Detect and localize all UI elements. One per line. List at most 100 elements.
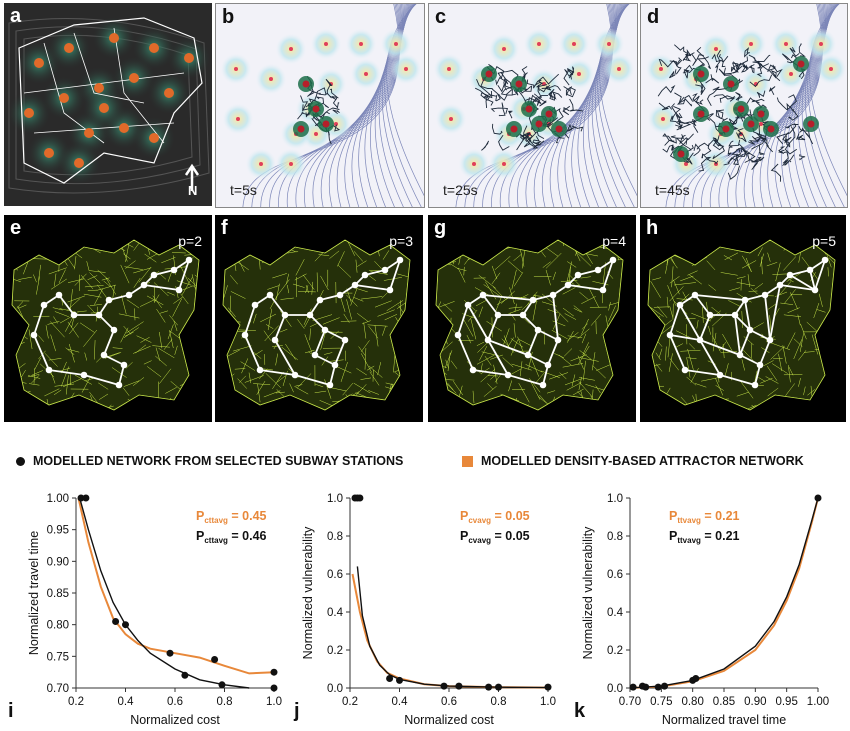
- network-node: [736, 351, 744, 359]
- network-node: [386, 286, 394, 294]
- station-dot: [99, 103, 109, 113]
- attractor-dot: [537, 42, 541, 46]
- network-node: [256, 366, 264, 374]
- network-node: [609, 256, 617, 264]
- y-tick-label: 0.2: [607, 645, 623, 657]
- panel-label-c: c: [435, 6, 447, 28]
- attractor-dot: [289, 162, 293, 166]
- network-node: [331, 361, 339, 369]
- attractor-dot: [714, 47, 718, 51]
- network-node: [251, 301, 259, 309]
- chart-label-k: k: [574, 700, 586, 722]
- data-point: [270, 668, 278, 676]
- network-node: [351, 281, 359, 289]
- network-node: [70, 311, 78, 319]
- data-point: [218, 681, 226, 689]
- x-tick-label: 0.75: [650, 696, 672, 708]
- station-dot: [64, 43, 74, 53]
- annotation-orange: Pttvavg = 0.21: [669, 509, 740, 525]
- x-tick-label: 0.80: [681, 696, 703, 708]
- network-node: [241, 331, 249, 339]
- time-caption-d: t=45s: [655, 182, 690, 198]
- panel-label-d: d: [647, 6, 660, 28]
- attractor-dot: [359, 42, 363, 46]
- y-tick-label: 0.75: [47, 651, 69, 663]
- network-node: [786, 271, 794, 279]
- y-tick-label: 0.2: [327, 645, 343, 657]
- network-node: [574, 271, 582, 279]
- x-tick-label: 0.6: [441, 696, 457, 708]
- data-point: [166, 649, 174, 657]
- station-dot: [84, 128, 94, 138]
- y-axis-label: Normalized vulnerability: [581, 526, 595, 659]
- network-node: [806, 266, 814, 274]
- data-point: [642, 683, 650, 691]
- crowd-node: [797, 60, 805, 68]
- network-node: [170, 266, 178, 274]
- network-node: [316, 296, 324, 304]
- attractor-dot: [472, 162, 476, 166]
- crowd-node: [727, 80, 735, 88]
- y-tick-label: 0.95: [47, 525, 69, 537]
- y-tick-label: 1.0: [607, 493, 623, 505]
- attractor-dot: [789, 72, 793, 76]
- data-point: [661, 682, 668, 690]
- north-label: N: [188, 183, 197, 198]
- annotation-black: Pttvavg = 0.21: [669, 529, 740, 545]
- attractor-dot: [784, 42, 788, 46]
- chart-i: 0.70 0.75 0.80 0.85 0.90 0.95 1.00 0.2 0.4 0.6 0.8…: [27, 493, 282, 727]
- station-dot: [94, 83, 104, 93]
- legend-dot-icon: [16, 456, 25, 466]
- station-dot: [149, 133, 159, 143]
- x-tick-label: 0.8: [217, 696, 233, 708]
- network-node: [306, 311, 314, 319]
- network-node: [549, 291, 557, 299]
- network-node: [140, 281, 148, 289]
- x-axis-label: Normalized cost: [130, 713, 220, 727]
- data-point: [485, 683, 493, 691]
- crowd-node: [747, 120, 755, 128]
- network-node: [95, 311, 103, 319]
- x-tick-label: 0.90: [744, 696, 766, 708]
- attractor-dot: [404, 67, 408, 71]
- network-node: [666, 331, 674, 339]
- network-node: [706, 311, 714, 319]
- attractor-dot: [236, 117, 240, 121]
- crowd-node: [767, 125, 775, 133]
- data-point: [629, 683, 637, 691]
- network-node: [55, 291, 63, 299]
- network-node: [599, 286, 607, 294]
- panel-f: f p=3: [215, 215, 423, 422]
- network-node: [45, 366, 53, 374]
- crowd-node: [757, 110, 765, 118]
- y-tick-label: 0.6: [607, 569, 623, 581]
- network-node: [519, 311, 527, 319]
- y-tick-label: 0.0: [607, 683, 623, 695]
- chart-k: 0.0 0.2 0.4 0.6 0.8 1.0 0.70 0.75 0.80 0.85 0.90 0.…: [581, 493, 829, 727]
- network-node: [110, 326, 118, 334]
- crowd-node: [297, 125, 305, 133]
- crowd-node: [722, 125, 730, 133]
- network-node: [291, 371, 299, 379]
- network-node: [396, 256, 404, 264]
- data-point: [495, 683, 502, 691]
- network-node: [746, 326, 754, 334]
- annotation-black: Pcvavg = 0.05: [460, 529, 530, 545]
- attractor-dot: [829, 67, 833, 71]
- contour-map-b: [220, 4, 424, 207]
- network-node: [361, 271, 369, 279]
- station-dot: [149, 43, 159, 53]
- network-node: [454, 331, 462, 339]
- network-node: [539, 381, 547, 389]
- time-caption-b: t=5s: [230, 182, 257, 198]
- contour-map-d: [645, 4, 847, 207]
- station-dot: [164, 88, 174, 98]
- panel-label-e: e: [10, 217, 22, 239]
- attractor-dot: [577, 72, 581, 76]
- station-dot: [129, 73, 139, 83]
- data-point: [82, 494, 90, 502]
- panel-label-a: a: [10, 5, 22, 27]
- y-tick-label: 0.90: [47, 556, 69, 568]
- crowd-node: [510, 125, 518, 133]
- network-node: [691, 291, 699, 299]
